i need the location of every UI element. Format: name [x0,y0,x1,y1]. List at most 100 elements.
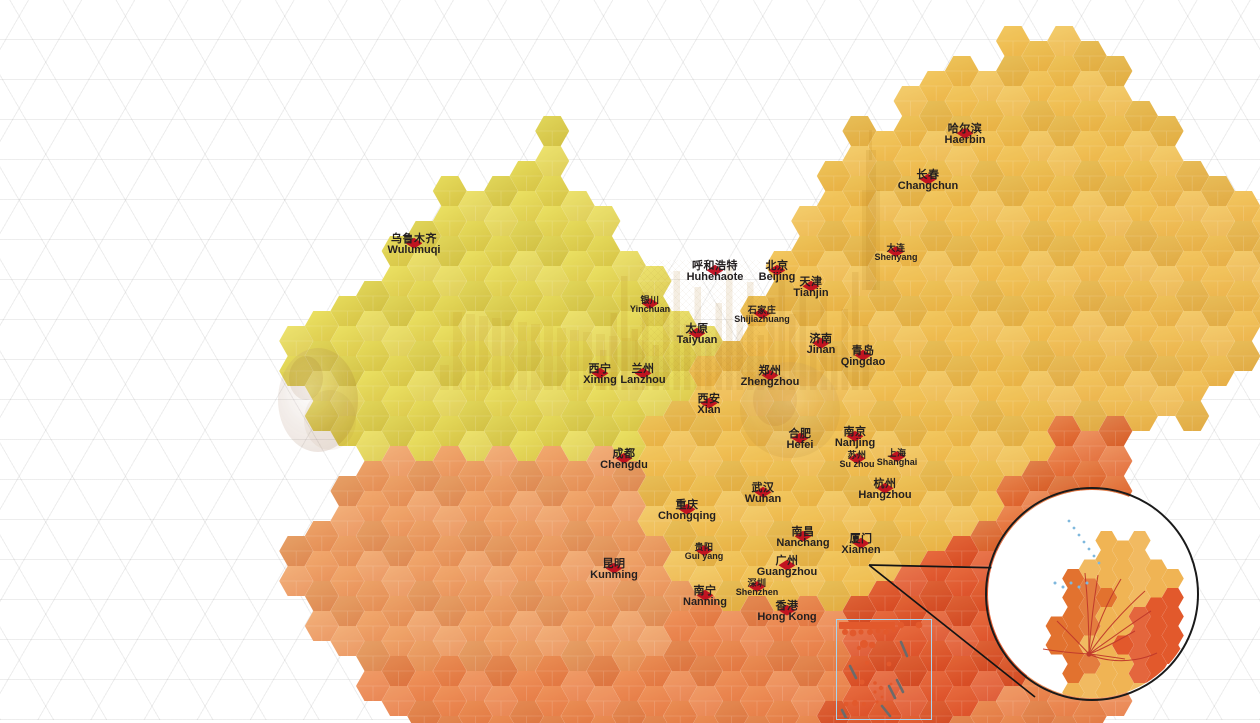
city-name-cn: 广州 [775,554,799,567]
city-name-cn: 青岛 [851,344,875,357]
city-name-en: Nanjing [834,437,876,449]
city-label-huhehaote[interactable]: 呼和浩特 Huhehaote [687,259,744,283]
city-name-en: Xining [583,374,617,386]
city-label-su-zhou[interactable]: 苏州 Su zhou [840,449,875,469]
hex-tiles [279,26,1260,723]
city-marker-diamond-icon [700,397,718,409]
city-marker-diamond-icon [794,530,812,542]
city-label-changchun[interactable]: 长春 Changchun [897,168,959,192]
city-label-shenzhen[interactable]: 深圳 Shenzhen [736,578,779,597]
city-name-cn: 银川 [640,294,660,305]
city-marker-diamond-icon [605,562,623,574]
city-label-beijing[interactable]: 北京 Beijing [758,259,796,283]
city-marker-diamond-icon [802,280,820,292]
city-label-zhengzhou[interactable]: 郑州 Zhengzhou [741,364,800,388]
city-name-cn: 西安 [697,392,721,405]
city-name-cn: 乌鲁木齐 [391,232,437,245]
city-name-cn: 昆明 [602,557,626,570]
city-name-cn: 兰州 [631,362,655,375]
city-name-cn: 苏州 [847,449,867,460]
city-marker-diamond-icon [778,604,796,616]
city-label-hefei[interactable]: 合肥 Hefei [786,427,814,451]
city-label-nanjing[interactable]: 南京 Nanjing [834,426,876,449]
city-label-qingdao[interactable]: 青岛 Qingdao [841,344,886,368]
city-marker-diamond-icon [706,264,724,276]
city-name-cn: 上海 [887,447,907,458]
city-name-en: Beijing [758,271,796,283]
city-label-jinan[interactable]: 济南 Jinan [807,332,836,356]
city-marker-diamond-icon [919,173,937,185]
city-label-lanzhou[interactable]: 兰州 Lanzhou [620,362,666,386]
city-label-nanchang[interactable]: 南昌 Nanchang [776,525,829,549]
city-name-cn: 天津 [799,275,823,288]
city-marker-diamond-icon [696,589,714,601]
city-marker-diamond-icon [634,367,652,379]
city-name-en: Shenyang [874,252,918,262]
city-name-en: Xiamen [841,544,881,556]
city-name-en: Shijiazhuang [734,314,790,324]
city-marker-diamond-icon [748,581,766,593]
city-name-cn: 郑州 [758,364,782,377]
city-label-guangzhou[interactable]: 广州 Guangzhou [756,554,818,578]
city-name-en: Haerbin [944,134,986,146]
city-name-cn: 呼和浩特 [692,259,738,272]
city-label-nanning[interactable]: 南宁 Nanning [683,585,727,608]
city-marker-diamond-icon [887,246,905,258]
city-label-wuhan[interactable]: 武汉 Wuhan [745,481,781,505]
city-name-en: Lanzhou [620,374,666,386]
city-name-cn: 贵阳 [694,541,714,552]
city-label-kunming[interactable]: 昆明 Kunming [590,557,638,581]
city-name-en: Tianjin [793,287,829,299]
city-label-yinchuan[interactable]: 银川 Yinchuan [630,294,670,314]
city-label-xining[interactable]: 西宁 Xining [583,363,617,386]
city-label-wulumuqi[interactable]: 乌鲁木齐 Wulumuqi [388,232,441,256]
city-name-cn: 大连 [886,242,906,253]
city-label-taiyuan[interactable]: 太原 Taiyuan [677,322,718,346]
city-name-cn: 北京 [765,259,789,272]
city-name-cn: 长春 [916,168,940,181]
city-label-haerbin[interactable]: 哈尔滨 Haerbin [944,122,986,146]
city-label-shanghai[interactable]: 上海 Shanghai [877,447,918,467]
city-label-hong-kong[interactable]: 香港 Hong Kong [757,600,816,623]
city-marker-diamond-icon [852,537,870,549]
city-label-chongqing[interactable]: 重庆 Chongqing [658,499,716,522]
city-label-chengdu[interactable]: 成都 Chengdu [600,448,648,471]
magnifier-ring [985,487,1199,701]
city-name-cn: 合肥 [788,427,812,440]
city-name-cn: 石家庄 [747,304,777,315]
city-marker-diamond-icon [791,432,809,444]
city-name-en: Guangzhou [756,566,818,578]
city-marker-diamond-icon [405,237,423,249]
city-name-en: Hefei [786,439,814,451]
photo-texture-overlay [278,130,880,458]
city-label-shenyang[interactable]: 大连 Shenyang [874,242,918,262]
city-label-tianjin[interactable]: 天津 Tianjin [793,275,829,299]
city-name-en: Changchun [897,180,959,192]
city-name-cn: 哈尔滨 [947,122,983,135]
city-label-gui-yang[interactable]: 贵阳 Gui yang [684,541,724,561]
city-name-cn: 厦门 [849,532,873,545]
city-name-cn: 武汉 [751,481,775,494]
city-marker-diamond-icon [848,453,866,465]
city-name-cn: 杭州 [873,477,897,490]
city-marker-diamond-icon [761,369,779,381]
city-marker-diamond-icon [678,503,696,515]
city-name-cn: 南昌 [791,525,815,538]
xiamen-magnifier-inset[interactable] [985,487,1199,701]
city-label-shijiazhuang[interactable]: 石家庄 Shijiazhuang [734,304,790,324]
city-label-hangzhou[interactable]: 杭州 Hangzhou [858,477,911,501]
city-name-cn: 太原 [685,322,709,335]
sea-inset-content [839,621,923,720]
city-name-cn: 济南 [809,332,833,345]
south-china-sea-inset[interactable] [836,619,932,720]
city-label-xiamen[interactable]: 厦门 Xiamen [841,532,881,556]
city-marker-diamond-icon [876,482,894,494]
city-marker-diamond-icon [956,127,974,139]
city-marker-diamond-icon [812,337,830,349]
city-label-xian[interactable]: 西安 Xian [697,392,721,416]
city-name-en: Nanning [683,596,727,608]
city-marker-diamond-icon [688,327,706,339]
city-name-en: Gui yang [684,551,724,561]
